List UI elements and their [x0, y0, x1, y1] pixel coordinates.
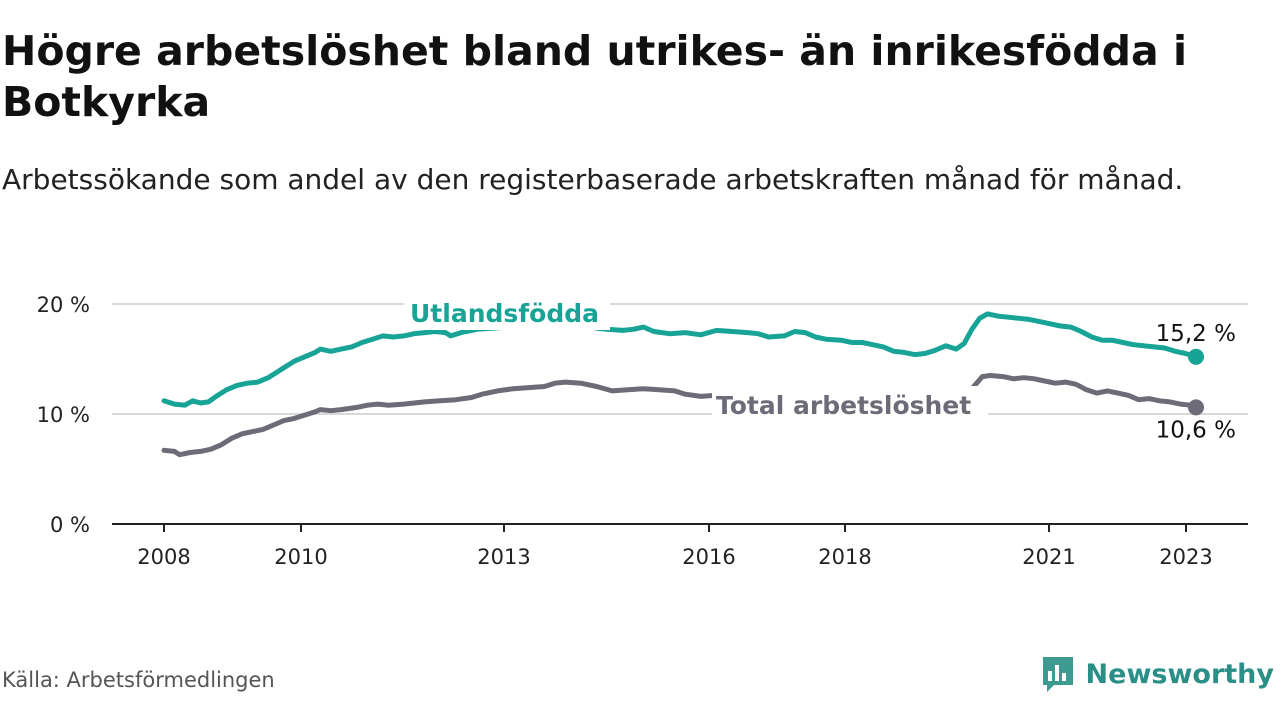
x-tick-label-2010: 2010	[274, 545, 327, 569]
series-label-bg-total	[712, 386, 988, 422]
series-line-utlandsfodda	[161, 311, 1199, 408]
end-value-label-utlandsfodda: 15,2 %	[1156, 321, 1236, 347]
y-tick-label-0: 0 %	[50, 513, 90, 537]
series-label-total-arbetsloshet: Total arbetslöshet	[716, 391, 971, 420]
x-tick-label-2021: 2021	[1022, 545, 1075, 569]
gridlines	[112, 303, 1248, 415]
series-line-total-arbetsloshet	[161, 373, 1199, 458]
y-tick-label-20: 20 %	[37, 293, 90, 317]
x-tick-label-2018: 2018	[818, 545, 871, 569]
brand-logo[interactable]: Newsworthy	[1040, 652, 1274, 696]
x-tick-label-2013: 2013	[477, 545, 530, 569]
series-label-utlandsfodda: Utlandsfödda	[410, 299, 599, 328]
x-tick-label-2008: 2008	[137, 545, 190, 569]
axes: 0 % 10 % 20 % 2008 2010 2013 2016 2018 2021 2023	[37, 293, 1248, 569]
x-tick-label-2023: 2023	[1159, 545, 1212, 569]
series-label-bg-utlandsfodda	[404, 294, 610, 330]
y-tick-label-10: 10 %	[37, 403, 90, 427]
end-value-label-total-arbetsloshet: 10,6 %	[1156, 417, 1236, 443]
series-labels: Utlandsfödda Total arbetslöshet 15,2 % 10,6…	[404, 294, 1236, 443]
chart-title: Högre arbetslöshet bland utrikes- än inr…	[2, 27, 1187, 126]
end-marker-total-arbetsloshet	[1188, 399, 1204, 416]
brand-name: Newsworthy	[1085, 658, 1274, 690]
bar-chart-logo-icon	[1042, 657, 1073, 692]
source-note: Källa: Arbetsförmedlingen	[2, 668, 275, 692]
x-tick-label-2016: 2016	[682, 545, 735, 569]
chart-subtitle: Arbetssökande som andel av den registerb…	[2, 163, 1184, 196]
end-marker-utlandsfodda	[1188, 348, 1204, 365]
series-lines	[161, 311, 1204, 458]
